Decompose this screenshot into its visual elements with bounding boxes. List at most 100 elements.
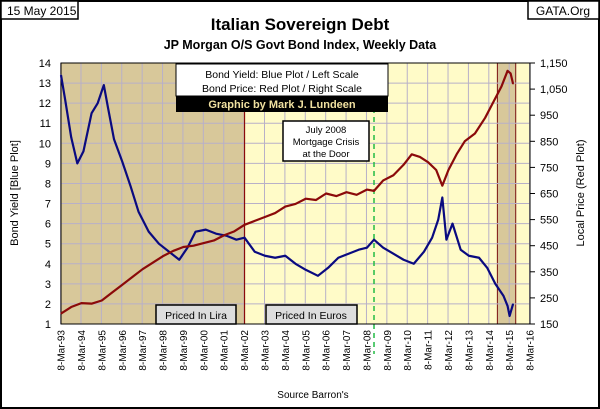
yield-point	[460, 249, 462, 251]
y-tick-left: 10	[39, 138, 51, 150]
price-point	[274, 212, 276, 214]
y-tick-left: 7	[45, 199, 51, 211]
price-point	[373, 190, 375, 192]
price-point	[356, 194, 358, 196]
price-point	[213, 239, 215, 242]
y-tick-left: 11	[40, 118, 51, 130]
yield-point	[235, 239, 237, 241]
crisis-annotation-line: at the Door	[303, 149, 350, 160]
credit-banner	[176, 96, 388, 112]
price-point	[345, 191, 348, 193]
yield-point	[437, 219, 439, 221]
price-point	[455, 153, 458, 155]
legend-yield: Bond Yield: Blue Plot / Left Scale	[205, 69, 359, 81]
source-note: Source Barron's	[277, 390, 348, 401]
lira-label: Priced In Lira	[165, 310, 227, 322]
legend-box	[175, 63, 389, 97]
y-tick-left: 12	[39, 98, 51, 110]
y-tick-left: 8	[45, 178, 51, 190]
price-point	[203, 242, 205, 244]
yield-point	[64, 98, 66, 100]
price-point	[111, 292, 113, 294]
x-tick-label: 8-Mar-99	[179, 330, 190, 371]
yield-point	[431, 237, 433, 239]
x-tick-label: 8-Mar-06	[322, 330, 333, 371]
x-tick-label: 8-Mar-98	[159, 330, 170, 371]
yield-point	[76, 162, 78, 164]
yield-point	[158, 243, 160, 245]
site-box	[527, 0, 600, 20]
yield-point	[103, 84, 105, 86]
price-point	[305, 198, 307, 200]
price-point	[90, 303, 93, 305]
yield-point	[178, 259, 180, 261]
shaded-region	[496, 62, 517, 325]
y-tick-left: 14	[39, 58, 51, 70]
yield-point	[382, 247, 384, 249]
price-point	[233, 230, 235, 232]
x-tick-label: 8-Mar-93	[57, 330, 68, 371]
yield-point	[284, 255, 286, 257]
yield-point	[486, 267, 488, 269]
price-point	[447, 169, 450, 171]
x-tick-label: 8-Mar-02	[240, 330, 251, 371]
y-tick-right: 950	[540, 110, 558, 122]
price-point	[223, 234, 225, 236]
y-tick-right: 250	[540, 293, 558, 305]
yield-point	[402, 259, 405, 261]
price-point	[294, 203, 297, 205]
yield-point	[512, 303, 514, 305]
price-point	[366, 188, 368, 191]
yield-point	[468, 255, 470, 257]
yield-point	[243, 237, 246, 239]
yield-point	[317, 275, 319, 277]
yield-point	[413, 263, 415, 265]
x-tick-label: 8-Mar-05	[301, 330, 312, 371]
legend-price: Bond Price: Red Plot / Right Scale	[202, 83, 362, 95]
x-tick-label: 8-Mar-16	[526, 330, 537, 371]
yield-point	[107, 106, 109, 108]
price-point	[427, 161, 429, 163]
price-point	[506, 70, 509, 72]
yield-point	[90, 112, 93, 114]
y-axis-label-right: Local Price (Red Plot)	[575, 140, 587, 247]
x-tick-label: 8-Mar-15	[505, 330, 516, 371]
x-tick-label: 8-Mar-96	[118, 330, 129, 371]
y-tick-right: 1,050	[540, 84, 568, 96]
x-tick-label: 8-Mar-94	[77, 330, 88, 371]
price-point	[254, 220, 256, 222]
y-axis-label-left: Bond Yield [Blue Plot]	[9, 140, 21, 246]
price-point	[484, 117, 486, 119]
yield-point	[70, 136, 72, 138]
x-tick-label: 8-Mar-10	[403, 330, 414, 371]
price-point	[80, 302, 82, 304]
y-tick-left: 4	[45, 259, 51, 271]
price-point	[131, 276, 133, 278]
yield-line	[59, 74, 515, 318]
yield-point	[509, 315, 511, 317]
price-point	[70, 306, 72, 308]
chart-title: Italian Sovereign Debt	[211, 15, 390, 34]
crisis-annotation-box	[282, 120, 370, 162]
yield-point	[392, 253, 394, 255]
site-label: GATA.Org	[536, 4, 590, 18]
chart-subtitle: JP Morgan O/S Govt Bond Index, Weekly Da…	[164, 38, 438, 52]
yield-point	[441, 196, 443, 199]
x-tick-label: 8-Mar-95	[97, 330, 108, 371]
yield-point	[148, 231, 150, 233]
x-tick-label: 8-Mar-00	[199, 330, 210, 371]
price-point	[172, 250, 174, 252]
x-tick-label: 8-Mar-08	[362, 330, 373, 371]
yield-point	[494, 283, 496, 285]
price-point	[510, 72, 512, 75]
price-point	[435, 169, 437, 171]
y-tick-left: 5	[45, 239, 51, 251]
price-point	[441, 185, 443, 187]
crisis-annotation-line: Mortgage Crisis	[293, 137, 360, 148]
y-tick-right: 350	[540, 267, 558, 279]
y-tick-right: 650	[540, 189, 558, 201]
y-tick-right: 850	[540, 136, 558, 148]
yield-point	[502, 295, 505, 297]
